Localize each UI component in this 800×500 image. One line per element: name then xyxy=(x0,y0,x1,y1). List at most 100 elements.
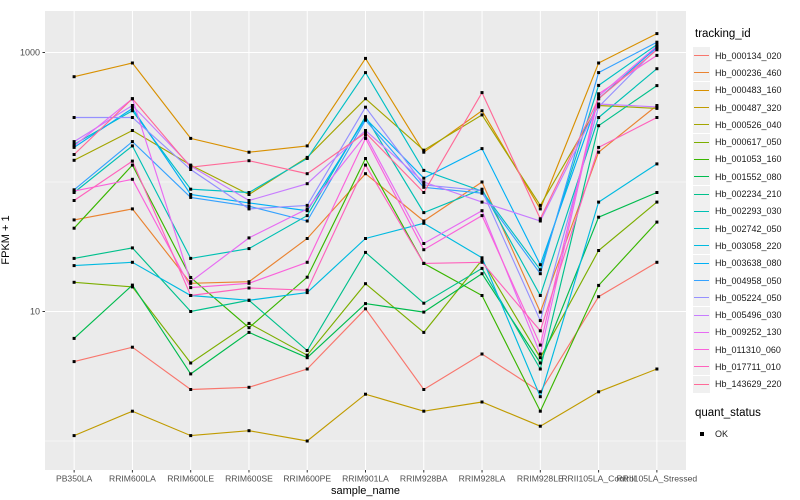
legend-line-swatch xyxy=(694,245,709,247)
data-point xyxy=(305,288,309,292)
legend-label: Hb_003638_080 xyxy=(715,258,782,269)
data-point xyxy=(364,133,367,137)
data-point xyxy=(189,165,193,169)
data-point xyxy=(597,295,601,299)
data-point xyxy=(597,83,601,87)
data-point xyxy=(247,236,251,240)
data-point xyxy=(72,144,76,148)
data-point xyxy=(480,200,484,204)
legend-label: Hb_002293_030 xyxy=(715,206,782,217)
legend-label: Hb_143629_220 xyxy=(715,379,782,390)
data-point xyxy=(247,429,251,433)
legend-item-Hb_017711_010: Hb_017711_010 xyxy=(693,358,800,376)
data-point xyxy=(655,84,659,88)
data-point xyxy=(422,219,426,223)
data-point xyxy=(480,113,484,117)
x-tick-label: RRII105LA_Stressed xyxy=(616,474,697,484)
data-point xyxy=(538,329,542,333)
data-point xyxy=(130,144,134,148)
legend-line-swatch xyxy=(694,124,709,126)
legend-key xyxy=(693,306,710,324)
legend-item-Hb_001053_160: Hb_001053_160 xyxy=(693,150,800,168)
legend-item-Hb_000236_460: Hb_000236_460 xyxy=(693,64,800,82)
data-point xyxy=(597,105,601,109)
y-axis-title: FPKM + 1 xyxy=(0,215,12,265)
legend-item-Hb_000483_160: Hb_000483_160 xyxy=(693,81,800,99)
data-point xyxy=(422,211,426,215)
data-point xyxy=(247,326,251,330)
data-point xyxy=(538,352,542,356)
data-point xyxy=(422,191,426,194)
data-point xyxy=(189,168,193,171)
legend-label: Hb_000236_460 xyxy=(715,67,782,78)
legend-label: Hb_009252_130 xyxy=(715,327,782,338)
data-point xyxy=(364,56,367,60)
legend-item-Hb_002742_050: Hb_002742_050 xyxy=(693,220,800,238)
data-point xyxy=(364,118,367,122)
data-point xyxy=(130,177,134,181)
legend-key xyxy=(693,185,710,203)
data-point xyxy=(130,140,134,144)
data-point xyxy=(130,285,134,289)
data-point xyxy=(655,32,659,36)
data-point xyxy=(72,360,76,364)
x-axis-title: sample_name xyxy=(330,485,401,497)
data-point xyxy=(597,102,601,106)
legend-label: Hb_005224_050 xyxy=(715,292,782,303)
data-point xyxy=(655,105,659,109)
legend-key xyxy=(693,341,710,359)
legend-label: Hb_000134_020 xyxy=(715,50,782,61)
legend-line-swatch xyxy=(694,210,709,212)
data-point xyxy=(422,150,426,154)
data-point xyxy=(305,356,309,360)
data-point xyxy=(364,136,367,140)
legend-key xyxy=(693,358,710,376)
data-point xyxy=(422,310,426,314)
data-point xyxy=(305,237,309,240)
data-point xyxy=(480,266,484,270)
legend-line-swatch xyxy=(694,280,709,281)
legend-item-Hb_011310_060: Hb_011310_060 xyxy=(693,341,800,359)
data-point xyxy=(538,319,542,323)
data-point xyxy=(72,264,76,268)
data-point xyxy=(480,109,484,113)
legend-label: Hb_004958_050 xyxy=(715,275,782,286)
legend-key xyxy=(693,323,710,341)
legend-key xyxy=(693,168,710,186)
data-point xyxy=(422,185,426,189)
data-point xyxy=(480,256,484,260)
data-point xyxy=(247,298,251,302)
legend-label: Hb_002742_050 xyxy=(715,223,782,234)
data-point xyxy=(130,409,134,413)
legend-label: Hb_003058_220 xyxy=(715,240,782,251)
legend-line-swatch xyxy=(694,107,709,109)
legend-line-swatch xyxy=(694,366,709,368)
legend-line-swatch xyxy=(694,89,709,91)
data-point xyxy=(189,276,193,279)
legend-key xyxy=(693,289,710,307)
data-point xyxy=(422,176,426,180)
legend-line-swatch xyxy=(694,262,709,264)
data-point xyxy=(422,183,426,187)
data-point xyxy=(305,172,309,176)
data-point xyxy=(422,261,426,265)
data-point xyxy=(305,439,309,443)
legend-line-swatch xyxy=(694,383,709,385)
legend-line-swatch xyxy=(694,314,709,316)
data-point xyxy=(538,409,542,413)
data-point xyxy=(72,226,76,230)
data-point xyxy=(72,218,76,222)
x-tick-label: RRIM928LE xyxy=(517,474,564,484)
legend-line-swatch xyxy=(694,176,709,178)
data-point xyxy=(364,116,367,120)
data-point xyxy=(130,260,134,264)
data-point xyxy=(597,249,601,252)
legend-item-Hb_005496_030: Hb_005496_030 xyxy=(693,306,800,324)
data-point xyxy=(655,220,659,224)
legend-key xyxy=(693,99,710,117)
data-point xyxy=(538,294,542,297)
data-point xyxy=(597,200,601,204)
data-point xyxy=(597,124,601,128)
legend-item-Hb_004958_050: Hb_004958_050 xyxy=(693,272,800,289)
legend-items-tracking-id: Hb_000134_020 Hb_000236_460 Hb_000483_160 H… xyxy=(693,47,800,393)
